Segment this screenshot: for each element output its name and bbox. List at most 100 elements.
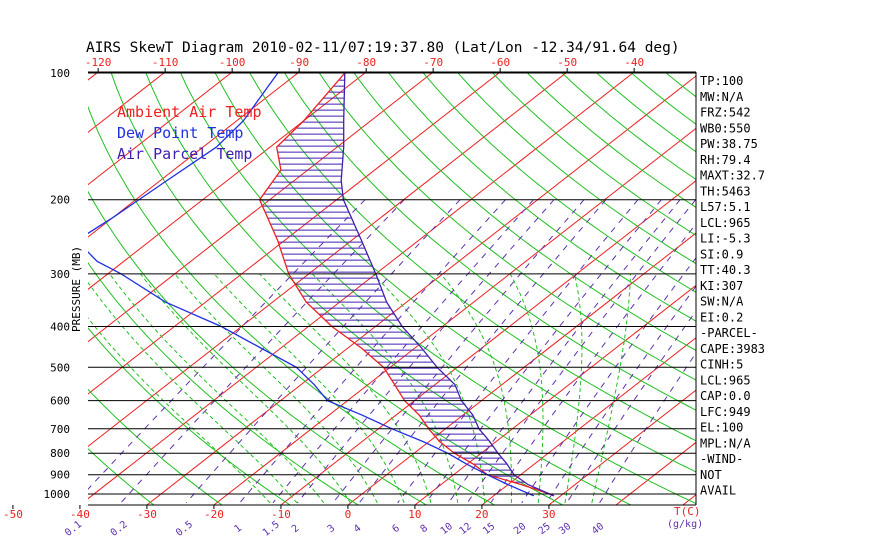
moist-adiabat-line [140,273,352,504]
moist-adiabat-line [109,273,325,504]
mixing-ratio-label: 6 [390,523,402,535]
pressure-tick-label: 500 [50,361,70,374]
air-parcel-temp-line [340,72,555,497]
pressure-tick-label: 800 [50,447,70,460]
index-entry: MW:N/A [700,90,744,104]
mixing-ratio-line [490,223,696,504]
index-entry: MPL:N/A [700,436,751,450]
mixing-ratio-label: 1.5 [261,519,282,539]
y-axis-label: PRESSURE (MB) [70,246,83,332]
mixing-ratio-label: 3 [326,523,338,535]
mixing-ratio-line [521,257,696,504]
moist-adiabat-line [88,281,298,504]
cape-hatch-layer [259,79,537,489]
dry-adiabat-line [664,72,696,98]
mixing-ratio-label: 4 [352,523,364,535]
moist-adiabat-line [509,273,544,503]
pressure-tick-label: 100 [50,67,70,80]
mixing-ratio-line [425,199,662,504]
bottom-temp-tick-label: -10 [271,508,291,521]
dry-adiabat-line [765,69,870,507]
index-entry: CAP:0.0 [700,389,751,403]
dry-adiabat-line [456,72,696,265]
index-entry: LI:-5.3 [700,232,751,246]
dry-adiabat-line [88,388,223,505]
top-temp-tick-label: -80 [356,56,376,69]
dry-adiabat-line [110,72,564,505]
mixing-ratio-line [566,310,696,504]
mixing-ratio-line [120,199,405,504]
index-entry: WB0:550 [700,121,751,135]
index-entry: SW:N/A [700,295,744,309]
dry-adiabat-line [283,72,696,411]
mixing-ratio-label: 0.5 [174,519,195,539]
index-entry: FRZ:542 [700,106,751,120]
mixing-ratio-label: 30 [557,521,573,537]
mixing-ratio-label: 2 [290,523,302,535]
index-entry: PW:38.75 [700,137,758,151]
temp-unit-label: T(C) [674,505,701,518]
isotherm-line [414,284,696,505]
bottom-temp-tick-label: -20 [204,508,224,521]
top-temp-tick-label: -100 [219,56,246,69]
top-temp-tick-label: -90 [289,56,309,69]
dry-adiabat-line [88,262,360,505]
bottom-temp-tick-label: 30 [542,508,555,521]
pressure-tick-label: 600 [50,395,70,408]
dry-adiabat-line [144,72,633,505]
mixing-ratio-line [239,199,506,504]
dry-adiabat-line [421,72,696,293]
bottom-temp-tick-label: -50 [3,508,23,521]
pressure-tick-label: 1000 [44,488,71,501]
bottom-temp-tick-label: 20 [475,508,488,521]
chart-title: AIRS SkewT Diagram 2010-02-11/07:19:37.8… [86,40,680,56]
mixing-ratio-label: 40 [590,521,606,537]
index-entry: TH:5463 [700,184,751,198]
index-entry: CINH:5 [700,358,743,372]
index-entry: NOT [700,468,722,482]
top-temp-tick-label: -110 [152,56,179,69]
moist-adiabat-line [372,273,486,503]
index-entry: TP:100 [700,74,743,88]
top-temp-tick-label: -120 [85,56,112,69]
dry-adiabat-line [834,69,870,507]
isotherm-line [280,180,696,505]
mixing-ratio-label: 15 [481,521,497,537]
index-entry: -WIND- [700,452,743,466]
moist-adiabat-line [564,273,583,503]
legend-air-parcel-temp: Air Parcel Temp [117,145,252,163]
mixing-ratio-line [545,285,696,504]
mixing-ratio-line [447,199,681,504]
mixing-ratio-line [296,199,555,504]
grid-layer [0,69,870,508]
bottom-temp-tick-label: 0 [345,508,352,521]
isotherm-line [481,337,696,505]
index-entry: KI:307 [700,279,743,293]
legend-ambient-air-temp: Ambient Air Temp [117,103,262,121]
pressure-tick-label: 300 [50,268,70,281]
dry-adiabat-line [318,72,696,381]
legend-dew-point-temp: Dew Point Temp [117,124,243,142]
moist-adiabat-line [174,273,378,504]
index-entry: LCL:965 [700,373,751,387]
index-entry: MAXT:32.7 [700,169,765,183]
mixing-ratio-line [397,199,639,504]
dry-adiabat-line [88,327,291,505]
isotherm-line [88,72,568,447]
pressure-tick-label: 200 [50,194,70,207]
isotherm-line [0,69,35,508]
ambient-air-temp-line [258,72,555,497]
mixing-ratio-label: 8 [419,523,431,535]
isotherm-line [88,72,367,290]
pressure-tick-label: 400 [50,320,70,333]
mixing-ratio-label: 10 [439,521,455,537]
index-entry: LCL:965 [700,216,751,230]
top-temp-tick-label: -50 [557,56,577,69]
index-entry: L57:5.1 [700,200,751,214]
index-entry: EI:0.2 [700,310,743,324]
pressure-tick-label: 900 [50,469,70,482]
dry-adiabat-line [800,69,870,507]
isotherm-line [146,75,696,505]
isotherm-line [548,389,696,505]
bottom-temp-tick-label: -30 [137,508,157,521]
